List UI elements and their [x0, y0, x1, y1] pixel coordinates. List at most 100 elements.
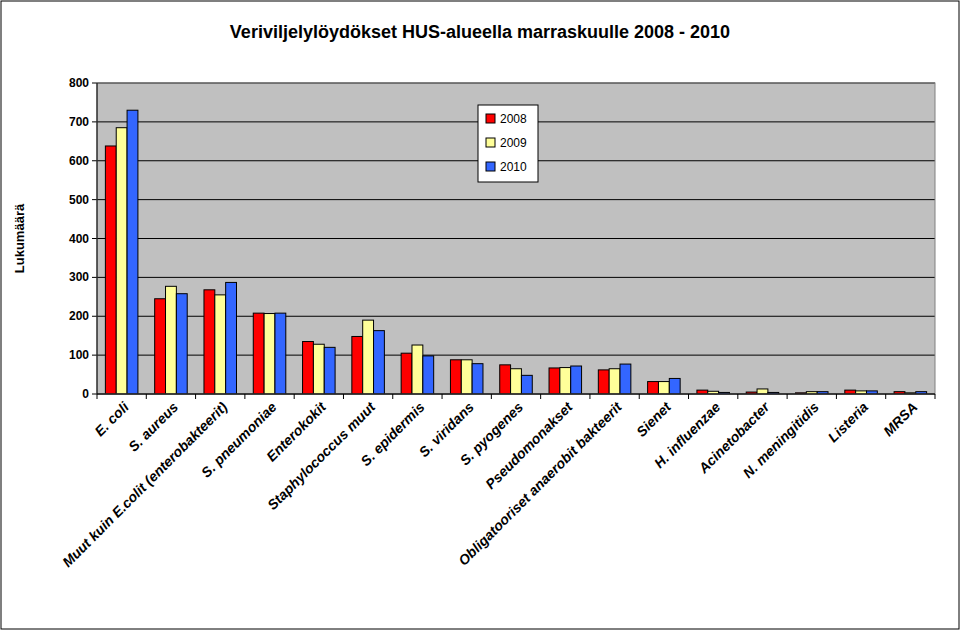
- x-tick-label: Sienet: [633, 398, 675, 440]
- grid-line: [97, 394, 935, 395]
- bar: [204, 290, 215, 394]
- x-tick-label: E. coli: [91, 398, 132, 439]
- bar: [313, 344, 324, 394]
- bar: [215, 295, 226, 394]
- bar: [620, 364, 631, 394]
- bar: [658, 382, 669, 394]
- x-tick-separator: [540, 394, 541, 399]
- x-tick-separator: [294, 394, 295, 399]
- bar: [669, 378, 680, 394]
- y-tick: [92, 83, 97, 84]
- x-tick-label: MRSA: [880, 399, 920, 439]
- bar: [352, 336, 363, 394]
- x-tick-label: S. epidermis: [357, 399, 427, 469]
- bar: [648, 382, 659, 394]
- x-tick-separator: [589, 394, 590, 399]
- bar: [374, 331, 385, 394]
- x-tick-separator: [688, 394, 689, 399]
- grid-line: [97, 277, 935, 278]
- bar: [511, 369, 522, 394]
- x-axis: [97, 394, 935, 395]
- bar: [253, 313, 264, 394]
- bar: [472, 364, 483, 394]
- bar: [571, 366, 582, 394]
- bar: [155, 299, 166, 394]
- bar: [697, 390, 708, 394]
- x-tick-separator: [737, 394, 738, 399]
- x-tick-label: Pseudomonakset: [482, 398, 576, 492]
- x-tick-separator: [244, 394, 245, 399]
- title: Veriviljelylöydökset HUS-alueella marras…: [230, 22, 730, 42]
- legend-swatch: [486, 114, 495, 123]
- y-tick: [92, 121, 97, 122]
- plot-frame: [97, 83, 935, 394]
- bar: [401, 353, 412, 394]
- x-tick-separator: [442, 394, 443, 399]
- bar: [127, 110, 138, 394]
- x-tick-label: Muut kuin E.colit (enterobakteerit): [59, 399, 231, 571]
- bar: [105, 146, 116, 394]
- y-tick: [92, 316, 97, 317]
- x-tick-separator: [885, 394, 886, 399]
- y-tick-label: 500: [69, 193, 89, 207]
- y-axis-label: Lukumäärä: [12, 203, 27, 273]
- plot-area: [97, 83, 935, 394]
- bar: [324, 347, 335, 394]
- bar: [549, 368, 560, 394]
- x-tick-label: Listeria: [825, 399, 872, 446]
- y-tick: [92, 238, 97, 239]
- bar: [116, 128, 127, 394]
- bar: [845, 390, 856, 394]
- legend-label: 2010: [500, 160, 527, 174]
- bar: [560, 368, 571, 394]
- bar: [264, 314, 275, 394]
- bar: [275, 313, 286, 394]
- bar: [423, 356, 434, 394]
- bar: [303, 342, 314, 394]
- bar: [757, 389, 768, 394]
- chart: Veriviljelylöydökset HUS-alueella marras…: [0, 0, 960, 630]
- x-tick-separator: [392, 394, 393, 399]
- x-tick-separator: [935, 394, 936, 399]
- y-tick: [92, 355, 97, 356]
- y-tick-label: 800: [69, 76, 89, 90]
- y-tick-label: 400: [69, 232, 89, 246]
- grid-line: [97, 238, 935, 239]
- bar: [500, 365, 511, 394]
- bar: [450, 360, 461, 394]
- legend-swatch: [486, 162, 495, 171]
- legend-label: 2009: [500, 136, 527, 150]
- x-tick-separator: [787, 394, 788, 399]
- y-tick: [92, 394, 97, 395]
- y-tick: [92, 160, 97, 161]
- chart-frame: [1, 1, 959, 629]
- bar: [609, 369, 620, 394]
- x-tick-separator: [343, 394, 344, 399]
- x-tick-separator: [491, 394, 492, 399]
- bar: [598, 370, 609, 394]
- bar: [166, 286, 177, 394]
- bar: [176, 294, 187, 394]
- y-tick: [92, 199, 97, 200]
- x-tick-separator: [639, 394, 640, 399]
- y-tick-label: 100: [69, 348, 89, 362]
- y-tick-label: 300: [69, 270, 89, 284]
- y-tick-label: 200: [69, 309, 89, 323]
- y-tick-label: 600: [69, 154, 89, 168]
- x-tick-separator: [836, 394, 837, 399]
- x-tick-separator: [97, 394, 98, 399]
- x-tick-separator: [146, 394, 147, 399]
- bar: [412, 345, 423, 394]
- grid-line: [97, 199, 935, 200]
- legend-box: [478, 105, 538, 182]
- x-tick-label: S. pneumoniae: [198, 399, 280, 481]
- bar: [521, 375, 532, 394]
- y-tick-label: 700: [69, 115, 89, 129]
- bar: [226, 282, 237, 394]
- y-tick-label: 0: [82, 387, 89, 401]
- x-tick-separator: [195, 394, 196, 399]
- x-tick-label: N. meningitidis: [740, 399, 822, 481]
- y-tick: [92, 277, 97, 278]
- bar: [363, 320, 374, 394]
- legend-swatch: [486, 138, 495, 147]
